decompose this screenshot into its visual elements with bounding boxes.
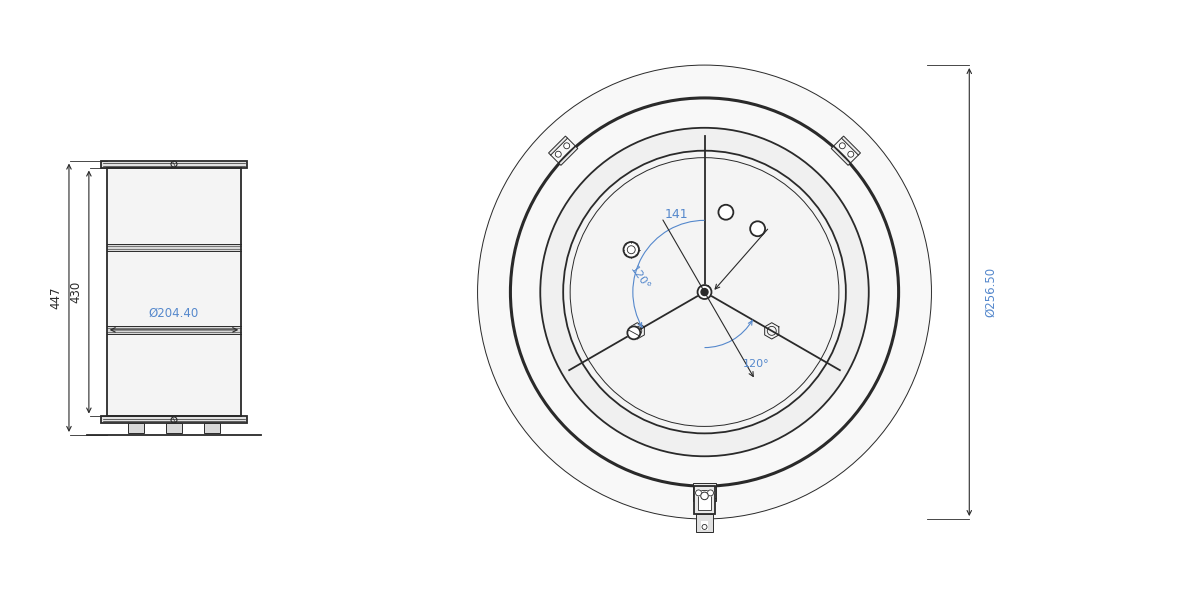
Text: 141: 141 [665, 208, 689, 221]
Circle shape [540, 128, 869, 456]
Circle shape [564, 143, 570, 149]
FancyBboxPatch shape [107, 326, 241, 334]
Polygon shape [841, 136, 860, 155]
Circle shape [697, 285, 712, 299]
Polygon shape [832, 146, 851, 166]
Text: 430: 430 [70, 281, 83, 303]
FancyBboxPatch shape [701, 521, 708, 530]
FancyBboxPatch shape [128, 424, 144, 433]
Circle shape [624, 242, 640, 257]
Circle shape [847, 151, 853, 157]
FancyBboxPatch shape [696, 514, 713, 532]
Polygon shape [692, 483, 716, 486]
FancyBboxPatch shape [166, 424, 182, 433]
Circle shape [563, 151, 846, 433]
Circle shape [556, 151, 562, 157]
FancyBboxPatch shape [694, 486, 715, 514]
FancyBboxPatch shape [204, 424, 220, 433]
Text: Ø256.50: Ø256.50 [985, 267, 997, 317]
Text: 120°: 120° [743, 359, 769, 369]
Circle shape [701, 289, 708, 296]
Circle shape [708, 490, 714, 496]
FancyBboxPatch shape [697, 490, 712, 510]
FancyBboxPatch shape [101, 416, 247, 424]
Circle shape [478, 65, 931, 519]
Circle shape [696, 490, 702, 496]
Text: 447: 447 [49, 287, 62, 309]
Circle shape [750, 221, 766, 236]
FancyBboxPatch shape [101, 161, 247, 167]
Circle shape [719, 205, 733, 220]
Text: Ø204.40: Ø204.40 [149, 307, 199, 320]
Polygon shape [548, 136, 568, 155]
Text: 120°: 120° [628, 265, 652, 292]
Circle shape [628, 326, 641, 340]
Circle shape [701, 492, 708, 500]
FancyBboxPatch shape [107, 244, 241, 251]
Polygon shape [559, 146, 578, 166]
FancyBboxPatch shape [107, 167, 241, 416]
Circle shape [839, 143, 845, 149]
Polygon shape [692, 497, 716, 500]
